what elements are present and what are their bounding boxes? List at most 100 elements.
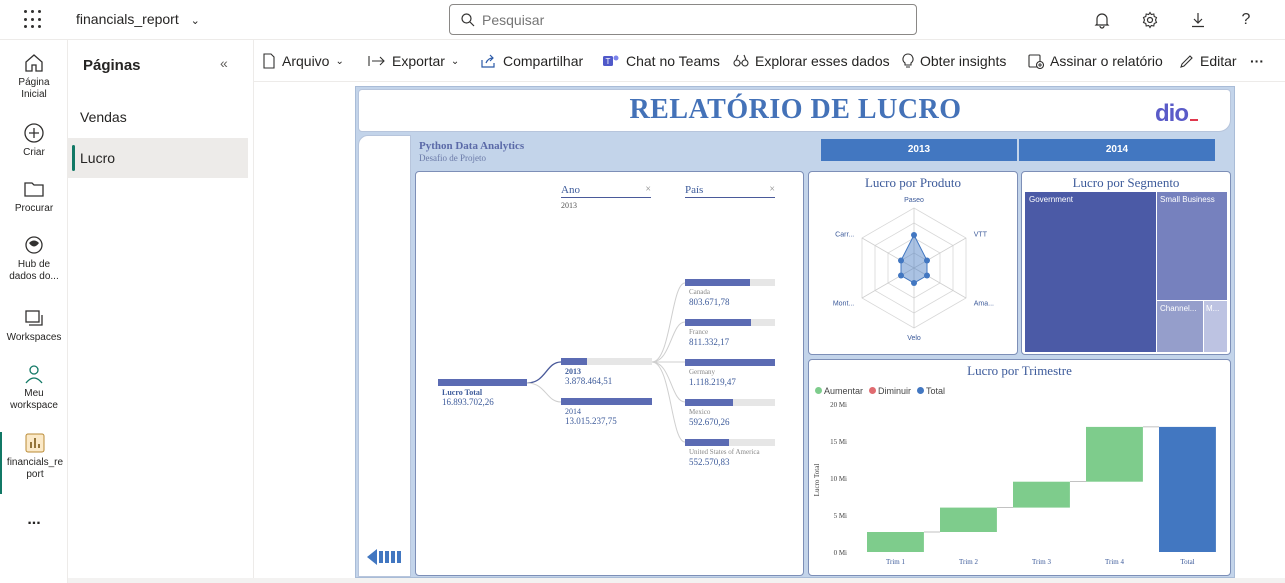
search-input[interactable] xyxy=(482,10,902,30)
chat-teams-button[interactable]: T Chat no Teams xyxy=(602,53,720,69)
y-tick-label: 5 Mi xyxy=(834,512,847,520)
treemap-cell-m[interactable]: M... xyxy=(1204,301,1227,352)
decomp-country-bar-fill xyxy=(685,439,729,446)
arquivo-label: Arquivo xyxy=(282,53,330,69)
x-tick-label: Trim 4 xyxy=(1105,558,1125,566)
x-tick-label: Trim 3 xyxy=(1032,558,1052,566)
share-icon xyxy=(481,54,495,68)
decomp-country-bar[interactable] xyxy=(685,279,775,286)
page-item-lucro[interactable]: Lucro xyxy=(68,138,248,178)
app-launcher-icon[interactable] xyxy=(24,10,44,30)
collapse-pane-icon[interactable]: « xyxy=(220,55,228,71)
decomp-country-value: 592.670,26 xyxy=(689,417,730,427)
decomp-country-label: Canada xyxy=(689,288,710,296)
treemap-cell-channel[interactable]: Channel... xyxy=(1157,301,1203,352)
report-title: RELATÓRIO DE LUCRO xyxy=(629,94,962,125)
radar-area xyxy=(900,233,928,284)
legend-item-aumentar[interactable]: Aumentar xyxy=(815,386,863,396)
rail-data-hub[interactable]: Hub de dados do... xyxy=(0,234,68,283)
radar-point[interactable] xyxy=(911,280,917,286)
decomp-root-bar[interactable] xyxy=(438,379,527,386)
decomp-country-bar[interactable] xyxy=(685,359,775,366)
rail-workspaces[interactable]: Workspaces xyxy=(0,307,68,344)
waterfall-bar[interactable] xyxy=(867,532,924,552)
settings-gear-icon[interactable] xyxy=(1138,8,1162,32)
rail-my-workspace[interactable]: Meu workspace xyxy=(0,363,68,412)
plus-circle-icon xyxy=(24,123,44,143)
radar-point[interactable] xyxy=(911,232,917,238)
radar-point[interactable] xyxy=(923,272,930,279)
decomp-country-bar[interactable] xyxy=(685,439,775,446)
exportar-menu[interactable]: Exportar ⌄ xyxy=(368,53,459,69)
export-arrow-icon xyxy=(368,56,385,66)
radar-axis-label: Carr... xyxy=(835,232,854,239)
radar-spoke xyxy=(913,267,967,299)
x-tick-label: Trim 2 xyxy=(959,558,979,566)
decomp-col-pais[interactable]: País × xyxy=(685,184,775,198)
y-tick-label: 10 Mi xyxy=(830,475,847,483)
treemap-cell-government[interactable]: Government xyxy=(1025,192,1156,352)
rail-browse[interactable]: Procurar xyxy=(0,178,68,215)
explorar-dados-button[interactable]: Explorar esses dados xyxy=(733,53,890,69)
arquivo-menu[interactable]: Arquivo ⌄ xyxy=(262,53,344,69)
svg-text:T: T xyxy=(606,57,611,66)
search-box[interactable] xyxy=(449,4,917,35)
y-axis-label: Lucro Total xyxy=(813,464,821,497)
pencil-icon xyxy=(1180,54,1193,68)
radar-spoke xyxy=(861,237,915,269)
bottom-scroll-area xyxy=(68,578,1285,583)
download-icon[interactable] xyxy=(1186,8,1210,32)
close-icon[interactable]: × xyxy=(645,184,651,195)
treemap-title: Lucro por Segmento xyxy=(1072,175,1180,190)
radar-chart[interactable]: Paseo VTT Ama... Velo Mont... Carr... xyxy=(809,190,1019,354)
decomp-country-bar-fill xyxy=(685,399,733,406)
radar-axis-label: Paseo xyxy=(904,197,924,204)
radar-point[interactable] xyxy=(923,257,930,264)
subtitle: Python Data Analytics xyxy=(419,140,525,152)
decomp-root-value: 16.893.702,26 xyxy=(442,397,494,407)
treemap-cell-small-business[interactable]: Small Business xyxy=(1157,192,1227,300)
dio-logo: dio xyxy=(1155,100,1225,127)
assinar-relatorio-button[interactable]: Assinar o relatório xyxy=(1028,53,1163,69)
decomp-country-label: Germany xyxy=(689,368,716,376)
waterfall-bar[interactable] xyxy=(1086,426,1143,482)
decomp-country-bar[interactable] xyxy=(685,399,775,406)
close-icon[interactable]: × xyxy=(769,184,775,195)
rail-financials-report[interactable]: financials_report xyxy=(0,432,68,494)
year-button-2013[interactable]: 2013 xyxy=(821,139,1017,161)
y-tick-label: 15 Mi xyxy=(830,438,847,446)
rail-home[interactable]: Página Inicial xyxy=(0,52,68,101)
waterfall-bar[interactable] xyxy=(940,507,997,532)
decomp-col-ano[interactable]: Ano × xyxy=(561,184,651,198)
decomp-year-bar[interactable] xyxy=(561,398,652,405)
obter-insights-button[interactable]: Obter insights xyxy=(902,53,1006,69)
rail-create[interactable]: Criar xyxy=(0,122,68,159)
editar-label: Editar xyxy=(1200,53,1237,69)
decomp-year-bar[interactable] xyxy=(561,358,652,365)
legend-item-diminuir[interactable]: Diminuir xyxy=(869,386,911,396)
radar-axis-label: Velo xyxy=(907,335,921,342)
y-tick-label: 20 Mi xyxy=(830,401,847,409)
more-actions-icon[interactable]: ··· xyxy=(1250,53,1264,69)
back-arrow-button[interactable] xyxy=(367,548,403,571)
rail-more-icon[interactable]: ... xyxy=(27,511,41,528)
notifications-bell-icon[interactable] xyxy=(1090,8,1114,32)
compartilhar-button[interactable]: Compartilhar xyxy=(481,53,583,69)
decomp-col-ano-sub: 2013 xyxy=(561,201,577,210)
waterfall-bar[interactable] xyxy=(1013,481,1070,508)
radar-point[interactable] xyxy=(898,272,905,279)
editar-button[interactable]: Editar xyxy=(1179,53,1237,69)
decomp-year-bar-fill xyxy=(561,398,652,405)
decomp-country-bar[interactable] xyxy=(685,319,775,326)
app-title-dropdown[interactable]: financials_report ⌄ xyxy=(76,11,200,27)
help-icon[interactable]: ? xyxy=(1241,11,1251,28)
waterfall-bar[interactable] xyxy=(1159,426,1216,552)
decomp-country-value: 1.118.219,47 xyxy=(689,377,736,387)
lightbulb-icon xyxy=(902,53,914,68)
decomp-root-label: Lucro Total xyxy=(442,388,483,397)
legend-item-total[interactable]: Total xyxy=(917,386,945,396)
radar-point[interactable] xyxy=(898,257,905,264)
year-button-2014[interactable]: 2014 xyxy=(1019,139,1215,161)
page-item-vendas[interactable]: Vendas xyxy=(80,109,127,125)
pages-pane: Páginas « Vendas Lucro xyxy=(68,40,254,583)
